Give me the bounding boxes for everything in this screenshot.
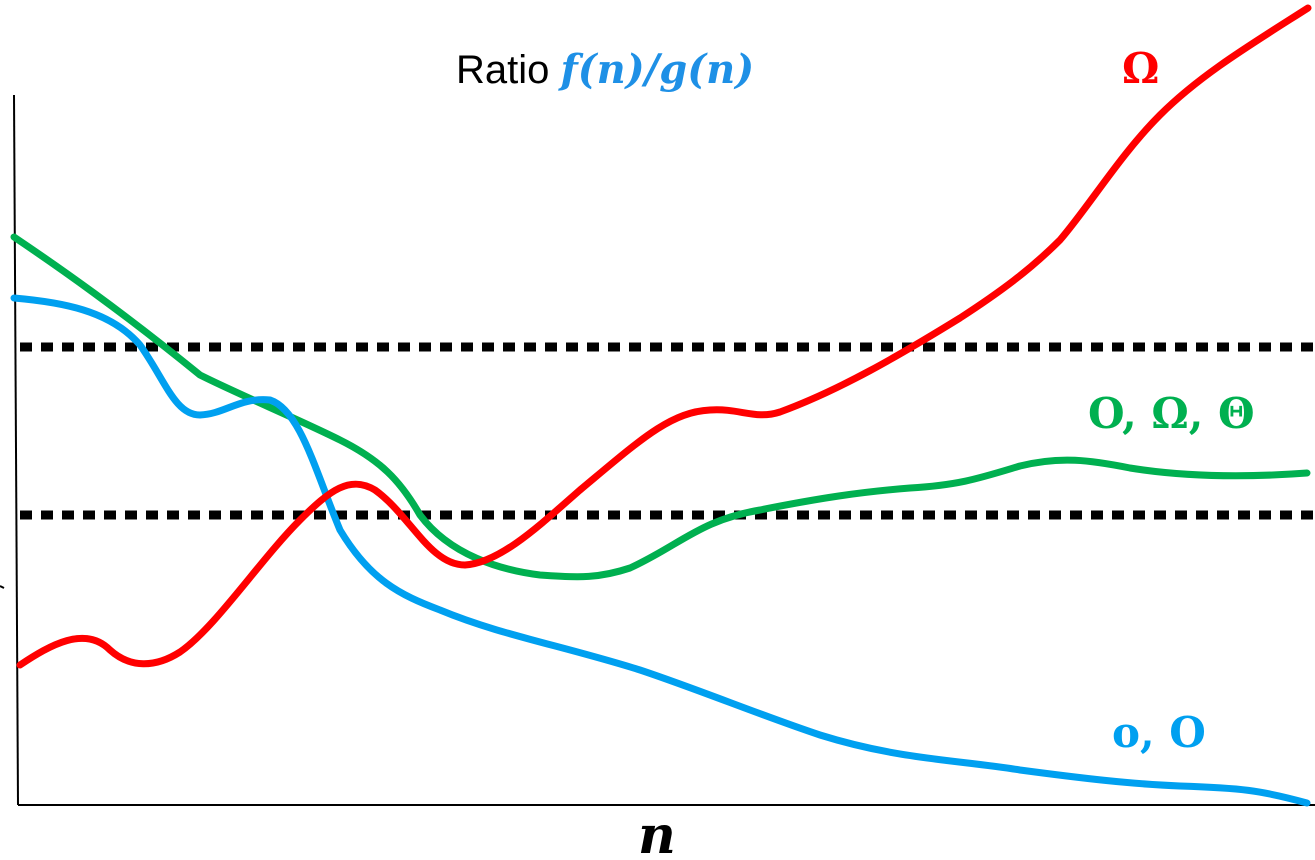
title-expression: f(n)/g(n) <box>558 46 755 93</box>
little-o-label: o, O <box>1112 708 1206 757</box>
theta-label: O, Ω, Θ <box>1088 389 1255 438</box>
little-o-curve <box>10 294 1311 807</box>
omega-curve <box>16 4 1312 669</box>
y-axis <box>13 94 19 806</box>
omega-label: Ω <box>1122 44 1159 93</box>
y-axis-tick <box>0 585 5 589</box>
x-axis-label: n <box>638 805 676 860</box>
figure-title: Ratio f(n)/g(n) <box>456 46 754 93</box>
title-prefix: Ratio <box>456 48 561 92</box>
